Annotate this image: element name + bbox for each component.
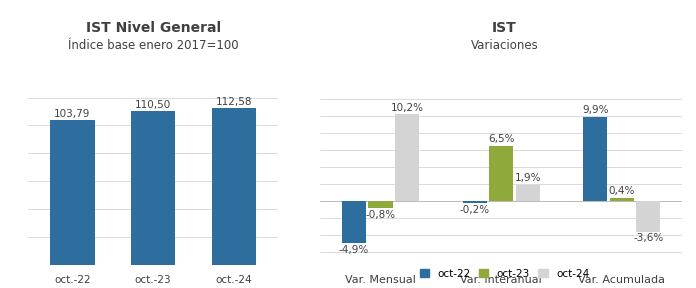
Text: 1,9%: 1,9%: [514, 173, 541, 183]
Text: -4,9%: -4,9%: [339, 245, 369, 255]
Bar: [50, 120, 95, 265]
Bar: [368, 201, 393, 208]
Text: 10,2%: 10,2%: [390, 103, 424, 113]
Text: 0,4%: 0,4%: [608, 186, 635, 196]
Text: 110,50: 110,50: [135, 100, 171, 110]
Bar: [212, 108, 256, 265]
Text: 103,79: 103,79: [54, 109, 90, 119]
Text: Variaciones: Variaciones: [470, 39, 539, 52]
Text: -0,8%: -0,8%: [365, 210, 395, 220]
Bar: [610, 198, 634, 201]
Bar: [516, 185, 539, 201]
Legend: oct-22, oct-23, oct-24: oct-22, oct-23, oct-24: [416, 264, 594, 283]
Text: IST: IST: [492, 20, 517, 35]
Bar: [636, 201, 661, 232]
Bar: [395, 114, 419, 201]
Bar: [583, 117, 608, 201]
Text: -0,2%: -0,2%: [459, 204, 490, 215]
Bar: [342, 201, 366, 243]
Text: Índice base enero 2017=100: Índice base enero 2017=100: [68, 39, 239, 52]
Text: 112,58: 112,58: [216, 97, 252, 107]
Bar: [463, 201, 487, 203]
Bar: [489, 146, 513, 201]
Text: -3,6%: -3,6%: [633, 234, 663, 243]
Text: 6,5%: 6,5%: [488, 134, 514, 144]
Text: IST Nivel General: IST Nivel General: [86, 20, 221, 35]
Bar: [131, 111, 175, 265]
Text: 9,9%: 9,9%: [582, 105, 608, 115]
